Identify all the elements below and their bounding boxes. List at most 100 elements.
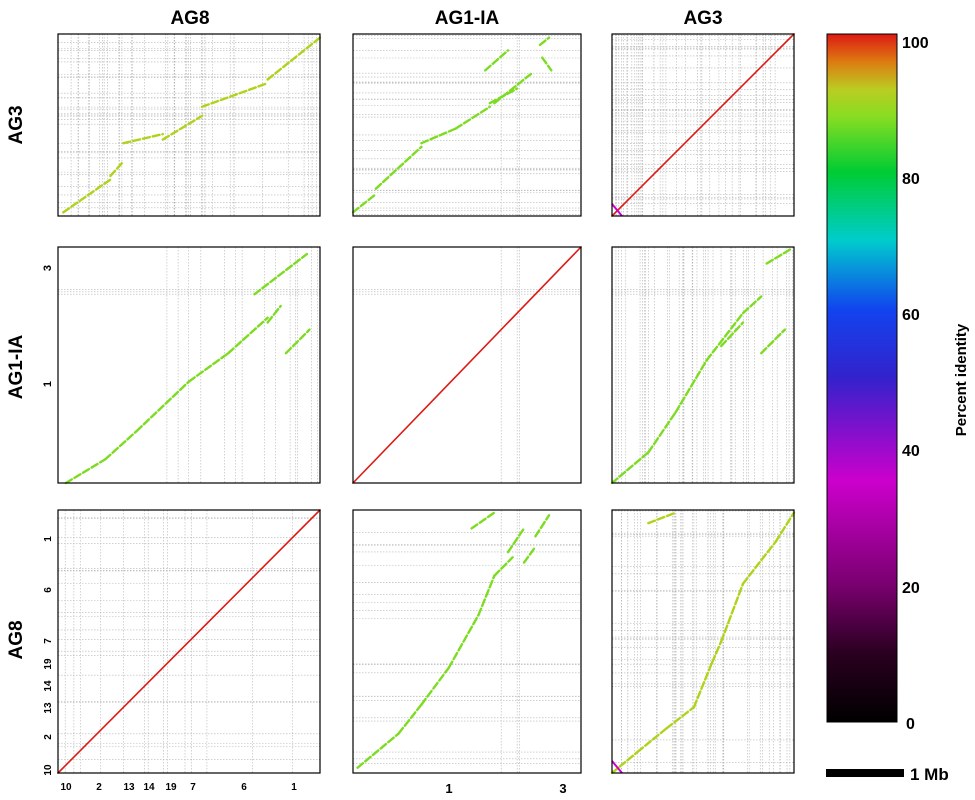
panel-frame: [612, 510, 794, 773]
y-tick-label: 13: [43, 702, 54, 714]
y-tick-label: 1: [43, 536, 54, 542]
dotplot-panel-ag3-vs-ag8: [57, 33, 322, 217]
alignment-segment: [62, 178, 112, 214]
alignment-segment: [611, 203, 623, 217]
colorbar-tick-label: 60: [902, 307, 920, 324]
dotplot-panel-ag3-vs-ag1ia: [351, 33, 582, 217]
contig-grid: [353, 34, 581, 216]
panel-border: [611, 509, 795, 774]
dotplot-panel-ag1ia-vs-ag3: [610, 246, 795, 485]
panel-border: [57, 33, 321, 217]
alignment-segment: [647, 511, 677, 525]
panel-frame: [353, 510, 581, 773]
alignment-segment: [674, 359, 708, 414]
x-tick-label: 1: [445, 781, 452, 796]
panel-border: [352, 509, 582, 774]
alignment-segment: [122, 132, 165, 145]
scale-bar: [826, 769, 904, 777]
y-tick-label: 6: [43, 587, 54, 593]
colorbar-tick-label: 0: [906, 716, 915, 733]
alignment-segment: [610, 451, 650, 485]
alignment-segment: [374, 145, 423, 190]
alignment-segment: [352, 246, 582, 484]
colorbar: [826, 33, 898, 723]
alignment-segment: [611, 33, 795, 217]
colorbar-tick-label: 80: [902, 171, 920, 188]
alignment-segment: [200, 81, 269, 109]
dotplot-panel-ag3-vs-ag3: [611, 33, 795, 217]
alignment-segment: [720, 321, 745, 348]
dotplot-panel-ag8-vs-ag8: [57, 509, 321, 774]
colorbar-tick-label: 40: [902, 443, 920, 460]
alignment-segment: [477, 574, 496, 617]
alignment-segment: [135, 380, 191, 433]
alignment-segment: [470, 511, 496, 530]
x-tick-label: 10: [60, 782, 72, 793]
alignment-segment: [397, 703, 423, 735]
alignment-segment: [720, 582, 745, 643]
colorbar-label: Percent identity: [953, 323, 970, 436]
contig-grid: [58, 34, 320, 216]
alignment-segment: [611, 760, 623, 774]
alignment-segment: [266, 36, 322, 81]
ag1ia-x-tick-labels: 1 3: [445, 781, 566, 796]
x-tick-label: 19: [165, 782, 177, 793]
alignment-segment: [64, 458, 107, 485]
x-tick-label: 13: [123, 782, 135, 793]
dotplot-panel-ag8-vs-ag3: [610, 509, 796, 775]
ag1ia-y-tick-labels: 3 1: [42, 265, 54, 387]
colorbar-ticks: 100 80 60 40 20 0: [902, 35, 929, 733]
y-tick-label: 19: [43, 658, 54, 670]
contig-grid: [353, 510, 581, 773]
y-tick-label: 1: [42, 381, 54, 387]
alignment-segment: [665, 706, 696, 730]
alignment-segment: [57, 509, 321, 774]
alignment-segment: [636, 727, 668, 754]
alignment-segment: [765, 248, 792, 265]
x-tick-label: 2: [96, 782, 102, 793]
alignment-segment: [493, 72, 533, 105]
alignment-segment: [351, 192, 377, 214]
panel-border: [57, 246, 321, 484]
alignment-segment: [692, 661, 714, 709]
contig-grid: [611, 34, 794, 216]
alignment-segment: [741, 540, 777, 585]
dotplot-panel-ag1ia-vs-ag1ia: [352, 246, 582, 484]
col-header-ag3: AG3: [683, 8, 722, 29]
alignment-segment: [506, 527, 526, 554]
alignment-segment: [187, 352, 230, 383]
alignment-segment: [253, 252, 309, 296]
col-header-ag1ia: AG1-IA: [435, 8, 500, 29]
row-header-ag8: AG8: [6, 620, 27, 659]
ag8-y-tick-labels: 1 6 7 19 14 13 2 10: [43, 536, 54, 776]
row-header-ag3: AG3: [6, 105, 27, 144]
y-tick-label: 7: [43, 638, 54, 644]
alignment-segment: [534, 514, 551, 538]
panel-border: [57, 509, 321, 774]
y-tick-label: 14: [43, 680, 54, 692]
alignment-segment: [161, 114, 204, 141]
panel-border: [611, 246, 795, 484]
x-tick-label: 1: [291, 782, 297, 793]
x-tick-label: 14: [143, 782, 155, 793]
row-header-ag1ia: AG1-IA: [6, 335, 27, 400]
x-tick-label: 3: [559, 781, 566, 796]
col-header-ag8: AG8: [170, 8, 209, 29]
alignment-segment: [484, 49, 510, 72]
alignment-segment: [454, 105, 491, 130]
alignment-segment: [103, 429, 138, 461]
alignment-segment: [710, 640, 723, 664]
y-tick-label: 2: [43, 734, 54, 740]
panel-frame: [353, 34, 581, 216]
colorbar-tick-label: 20: [902, 580, 920, 597]
alignment-segment: [741, 295, 763, 315]
alignment-segment: [356, 732, 400, 769]
alignment-segment: [227, 316, 269, 355]
contig-grid: [353, 247, 581, 483]
alignment-segment: [610, 750, 639, 775]
alignment-segment: [420, 127, 457, 145]
panel-border: [611, 33, 795, 217]
alignment-segment: [760, 328, 787, 355]
alignment-segment: [109, 160, 125, 178]
alignment-segment: [538, 36, 551, 47]
